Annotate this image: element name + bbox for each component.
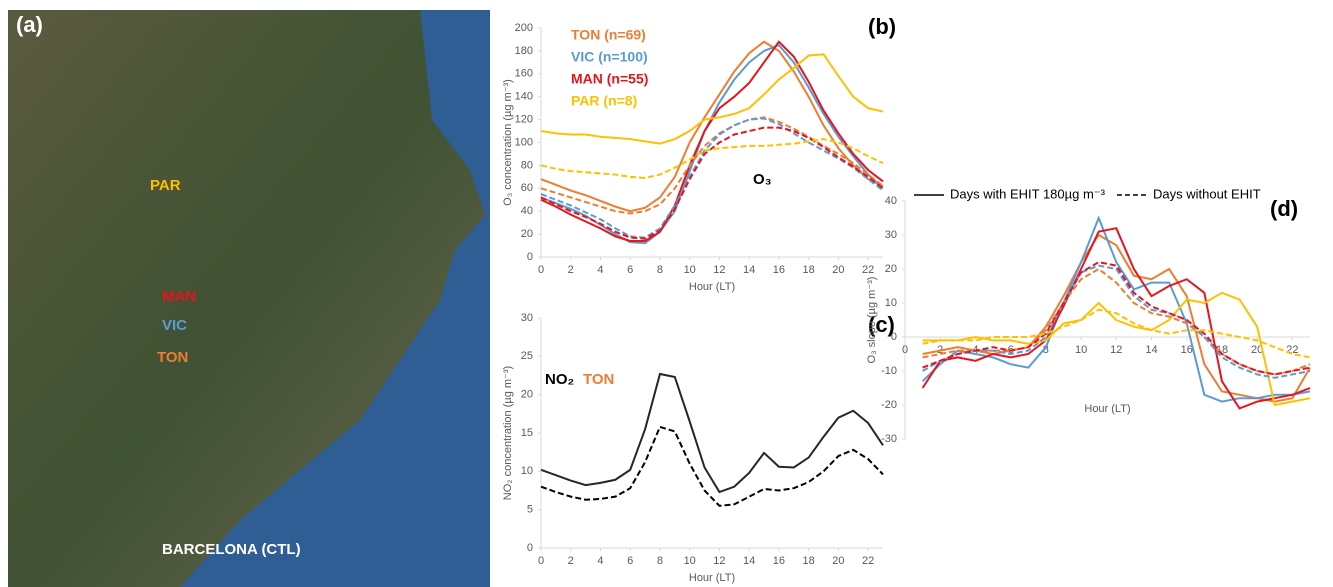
x-tick-label: 0 — [902, 344, 908, 356]
x-tick-label: 18 — [803, 264, 815, 276]
y-tick-label: 180 — [515, 45, 533, 57]
y-tick-label: 100 — [515, 136, 533, 148]
y-tick-label: 140 — [515, 91, 533, 103]
x-axis-label: Hour (LT) — [689, 281, 735, 293]
line — [541, 117, 883, 213]
y-tick-label: 60 — [521, 182, 533, 194]
annotation: TON — [583, 371, 614, 388]
x-tick-label: 8 — [657, 264, 663, 276]
x-tick-label: 16 — [773, 555, 785, 567]
figure: (a)PARMANVICTONBARCELONA (CTL)0204060801… — [0, 0, 1333, 587]
x-tick-label: 16 — [773, 264, 785, 276]
legend-entry: Days without EHIT — [1153, 186, 1261, 201]
y-tick-label: 30 — [521, 312, 533, 324]
x-tick-label: 12 — [713, 264, 725, 276]
panel-label: (b) — [868, 14, 896, 39]
panel-label: (d) — [1270, 196, 1298, 221]
x-tick-label: 6 — [627, 264, 633, 276]
y-tick-label: -20 — [881, 399, 897, 411]
x-tick-label: 0 — [538, 555, 544, 567]
x-tick-label: 10 — [1075, 344, 1087, 356]
legend-entry: MAN (n=55) — [571, 71, 648, 87]
x-tick-label: 18 — [803, 555, 815, 567]
y-tick-label: 200 — [515, 22, 533, 34]
x-tick-label: 16 — [1181, 344, 1193, 356]
x-tick-label: 10 — [684, 555, 696, 567]
map — [8, 10, 490, 587]
x-tick-label: 8 — [657, 555, 663, 567]
x-tick-label: 12 — [1110, 344, 1122, 356]
line — [541, 139, 883, 178]
y-axis-label: O₃ concentration (µg m⁻³) — [502, 79, 514, 206]
y-tick-label: 25 — [521, 350, 533, 362]
x-tick-label: 2 — [568, 264, 574, 276]
y-axis-label: NO₂ concentration (µg m⁻³) — [502, 366, 514, 500]
y-tick-label: 40 — [885, 195, 897, 207]
y-tick-label: -30 — [881, 433, 897, 445]
line — [541, 427, 883, 506]
y-tick-label: -10 — [881, 365, 897, 377]
x-axis-label: Hour (LT) — [1084, 403, 1130, 415]
x-tick-label: 14 — [743, 264, 755, 276]
annotation: NO₂ — [545, 371, 574, 388]
line — [541, 128, 883, 239]
x-tick-label: 12 — [713, 555, 725, 567]
x-axis-label: Hour (LT) — [689, 572, 735, 584]
y-tick-label: 40 — [521, 205, 533, 217]
x-tick-label: 20 — [832, 555, 844, 567]
place-label: MAN — [162, 288, 196, 305]
x-tick-label: 14 — [1145, 344, 1157, 356]
y-tick-label: 0 — [527, 251, 533, 263]
y-tick-label: 20 — [521, 228, 533, 240]
y-tick-label: 15 — [521, 427, 533, 439]
x-tick-label: 20 — [832, 264, 844, 276]
y-tick-label: 160 — [515, 68, 533, 80]
line — [541, 374, 883, 492]
y-tick-label: 120 — [515, 114, 533, 126]
place-label: TON — [157, 349, 188, 366]
y-tick-label: 0 — [527, 542, 533, 554]
x-tick-label: 6 — [627, 555, 633, 567]
x-tick-label: 14 — [743, 555, 755, 567]
panel-label: (a) — [16, 12, 43, 37]
x-tick-label: 22 — [862, 264, 874, 276]
legend-entry: PAR (n=8) — [571, 93, 637, 109]
legend-entry: Days with EHIT 180µg m⁻³ — [950, 186, 1106, 201]
x-tick-label: 22 — [862, 555, 874, 567]
place-label: BARCELONA (CTL) — [162, 541, 301, 558]
legend-entry: VIC (n=100) — [571, 49, 648, 65]
y-tick-label: 20 — [885, 263, 897, 275]
y-tick-label: 5 — [527, 504, 533, 516]
annotation: O₃ — [753, 171, 772, 188]
y-tick-label: 30 — [885, 229, 897, 241]
place-label: VIC — [162, 317, 187, 334]
y-tick-label: 20 — [521, 389, 533, 401]
x-tick-label: 4 — [597, 555, 603, 567]
y-axis-label: O₃ slope (µg m⁻³) — [866, 277, 878, 364]
y-tick-label: 0 — [891, 331, 897, 343]
legend-entry: TON (n=69) — [571, 27, 646, 43]
place-label: PAR — [150, 177, 181, 194]
x-tick-label: 2 — [568, 555, 574, 567]
x-tick-label: 0 — [538, 264, 544, 276]
y-tick-label: 80 — [521, 159, 533, 171]
x-tick-label: 10 — [684, 264, 696, 276]
x-tick-label: 4 — [597, 264, 603, 276]
y-tick-label: 10 — [521, 465, 533, 477]
y-tick-label: 10 — [885, 297, 897, 309]
